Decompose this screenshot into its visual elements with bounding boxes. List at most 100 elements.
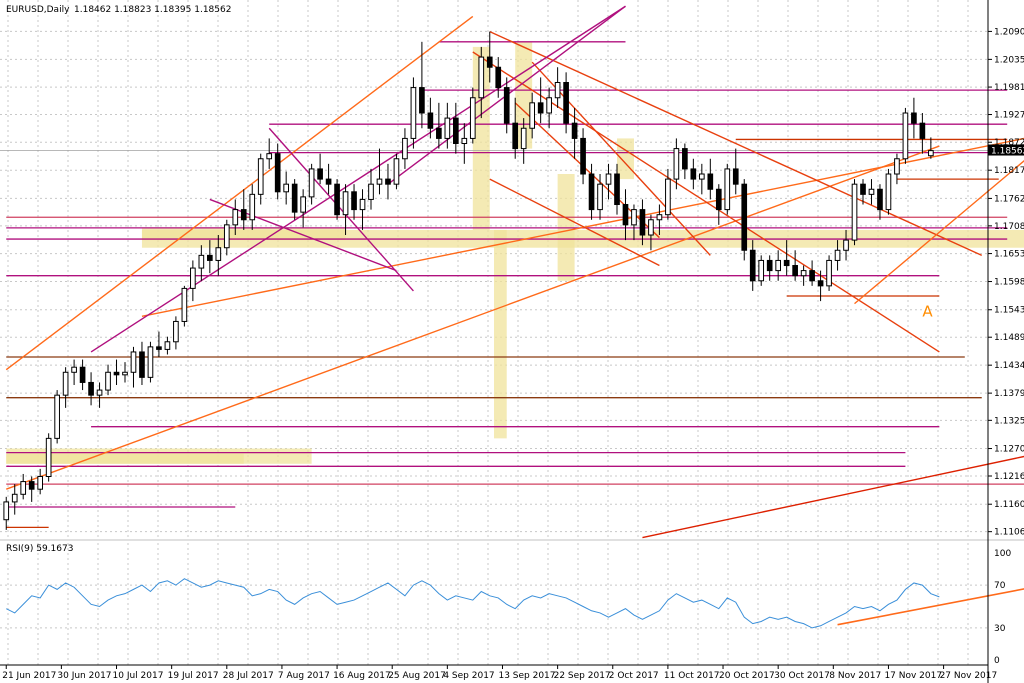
time-tick-label-16: 17 Nov 2017 — [884, 671, 942, 681]
price-axis[interactable]: 1.20905 1.20355 1.19810 1.19270 1.18725 1.181… — [988, 27, 1024, 538]
candle-63 — [537, 77, 544, 124]
candle-109 — [928, 137, 934, 159]
candle-body — [88, 381, 94, 396]
candle-101 — [860, 179, 866, 205]
candle-24 — [206, 240, 213, 274]
candle-body — [792, 265, 798, 277]
candle-body — [648, 219, 654, 236]
time-tick-label-12: 11 Oct 2017 — [664, 671, 720, 681]
candle-body — [800, 270, 807, 277]
price-tick-label-18: 1.11065 — [994, 528, 1024, 538]
rsi-trend-line[interactable] — [837, 584, 1024, 626]
time-axis[interactable]: 21 Jun 2017 30 Jun 2017 10 Jul 2017 19 Jul … — [2, 665, 997, 681]
candle-body — [385, 178, 391, 185]
candle-15 — [130, 346, 137, 388]
candle-74 — [631, 204, 637, 241]
rsi-pane[interactable] — [0, 543, 1024, 665]
zone-2 — [472, 46, 490, 230]
trend-line-6[interactable] — [531, 61, 711, 256]
time-tick-label-2: 10 Jul 2017 — [113, 671, 164, 681]
candle-2 — [20, 473, 27, 500]
candle-42 — [359, 189, 366, 230]
candle-92 — [783, 240, 790, 276]
candle-75 — [639, 199, 646, 246]
candle-85 — [724, 163, 731, 215]
current-price-marker: 1.18562 — [988, 144, 1024, 157]
candle-body — [300, 196, 306, 213]
price-tick-label-10: 1.15430 — [994, 306, 1024, 316]
candle-89 — [758, 255, 765, 286]
horizontal-levels[interactable] — [0, 41, 1024, 528]
candle-body — [206, 254, 213, 261]
time-tick-label-4: 28 Jul 2017 — [223, 671, 274, 681]
candle-body — [452, 117, 459, 145]
trend-line-9[interactable] — [642, 451, 1024, 539]
candle-84 — [715, 184, 722, 225]
candle-49 — [419, 41, 425, 129]
candle-40 — [342, 184, 349, 236]
candle-body — [724, 168, 731, 211]
candle-body — [520, 127, 527, 150]
candle-body — [715, 188, 722, 211]
candle-body — [37, 476, 44, 490]
candle-60 — [512, 97, 519, 159]
time-tick-label-14: 30 Oct 2017 — [774, 671, 830, 681]
candle-102 — [868, 179, 875, 205]
candle-body — [436, 127, 442, 139]
trend-line-12[interactable] — [268, 127, 414, 292]
main-price-pane[interactable]: BA38.223.6 — [0, 0, 1024, 539]
trend-line-10[interactable] — [90, 5, 626, 353]
candle-90 — [766, 255, 773, 281]
candle-21 — [181, 285, 188, 327]
price-tick-label-7: 1.17080 — [994, 222, 1024, 232]
candle-93 — [792, 250, 798, 281]
zone-8 — [6, 448, 312, 464]
candle-body — [198, 254, 205, 269]
candle-11 — [96, 382, 103, 408]
time-tick-label-5: 7 Aug 2017 — [278, 671, 330, 681]
candle-33 — [283, 171, 290, 205]
price-tick-label-0: 1.20905 — [994, 27, 1024, 37]
candle-body — [919, 122, 926, 139]
time-tick-label-10: 22 Sep 2017 — [554, 671, 611, 681]
candle-body — [368, 183, 374, 200]
candle-19 — [164, 336, 171, 355]
candle-103 — [877, 184, 883, 220]
candle-43 — [368, 168, 374, 210]
candle-body — [342, 191, 349, 216]
candle-body — [783, 259, 790, 267]
trend-line-4[interactable] — [489, 178, 660, 267]
candle-57 — [486, 31, 493, 83]
candle-body — [147, 346, 154, 378]
candle-body — [665, 178, 671, 216]
candle-body — [461, 137, 468, 145]
candle-39 — [334, 179, 340, 220]
trend-line-1[interactable] — [5, 145, 940, 490]
price-tick-label-9: 1.15985 — [994, 278, 1024, 288]
candle-body — [690, 168, 697, 180]
candle-104 — [885, 168, 892, 215]
price-tick-label-6: 1.17620 — [994, 194, 1024, 204]
candle-body — [181, 287, 188, 322]
candle-0 — [3, 496, 10, 530]
candle-106 — [902, 107, 909, 164]
candle-body — [96, 389, 103, 396]
candle-100 — [851, 179, 858, 246]
chart-title: EURUSD,Daily — [6, 5, 70, 15]
time-tick-label-7: 25 Aug 2017 — [388, 671, 446, 681]
candle-body — [28, 481, 35, 490]
candle-body — [232, 209, 239, 226]
candle-body — [79, 366, 86, 383]
trend-line-8[interactable] — [854, 154, 1024, 305]
candle-59 — [503, 77, 510, 134]
candle-body — [223, 224, 230, 249]
candle-body — [376, 178, 383, 185]
rsi-axis: 100 70 30 0 — [994, 549, 1011, 666]
trend-line-0[interactable] — [5, 15, 474, 371]
time-tick-label-1: 30 Jun 2017 — [57, 671, 111, 681]
price-tick-label-8: 1.16535 — [994, 250, 1024, 260]
trend-line-7[interactable] — [489, 31, 983, 256]
candle-body — [597, 183, 603, 211]
candle-body — [122, 371, 128, 376]
